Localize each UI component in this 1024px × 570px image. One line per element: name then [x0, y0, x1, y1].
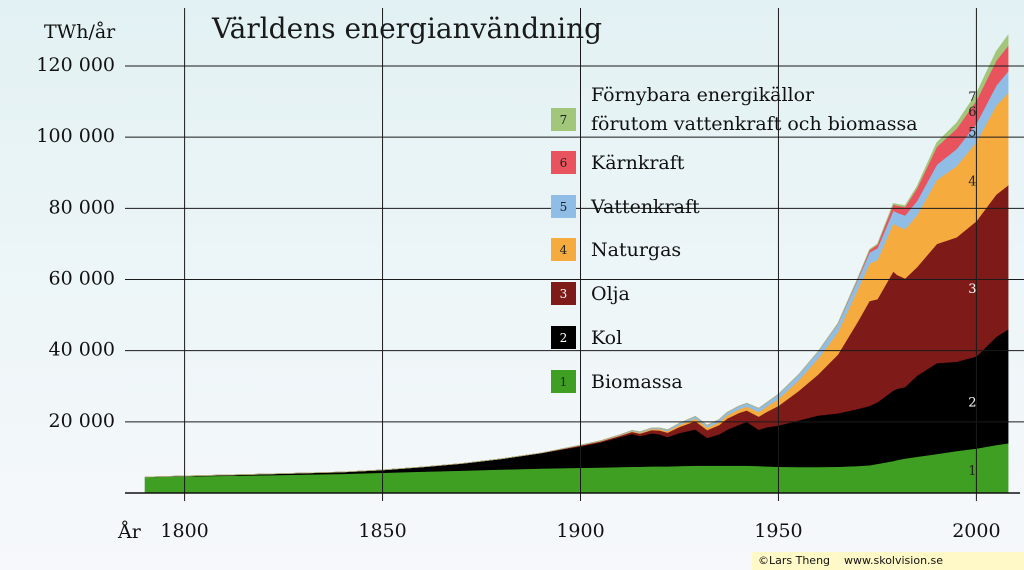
band-number-5: 5 — [968, 126, 976, 141]
legend-number: 2 — [560, 331, 568, 345]
band-number-7: 7 — [968, 90, 976, 105]
legend-item-1: 1 Biomassa — [551, 370, 683, 393]
y-tick-label: 60 000 — [49, 268, 115, 290]
legend-item-4: 4 Naturgas — [551, 238, 681, 261]
legend-swatch — [551, 195, 576, 218]
legend-label: förutom vattenkraft och biomassa — [591, 113, 918, 135]
x-tick-labels: 1800 1850 1900 1950 2000 — [160, 520, 1000, 542]
band-number-3: 3 — [968, 282, 976, 297]
legend-swatch — [551, 238, 576, 261]
y-axis-label: TWh/år — [44, 21, 116, 43]
grid-lines — [125, 8, 1024, 501]
legend-label: Naturgas — [591, 239, 681, 261]
legend-swatch — [551, 108, 576, 131]
legend-label: Biomassa — [591, 371, 683, 393]
area-bands — [144, 34, 1009, 494]
legend-number: 3 — [560, 287, 568, 301]
legend-number: 6 — [560, 156, 568, 170]
legend: 7 Förnybara energikällor förutom vattenkra… — [551, 84, 918, 393]
legend-item-3: 3 Olja — [551, 282, 630, 305]
y-tick-label: 40 000 — [49, 339, 115, 361]
band-number-6: 6 — [968, 105, 976, 120]
legend-number: 1 — [560, 375, 568, 389]
legend-label: Förnybara energikällor — [591, 84, 815, 106]
x-tick-label: 1950 — [754, 520, 802, 542]
band-number-4: 4 — [968, 174, 976, 189]
legend-label: Olja — [591, 283, 630, 305]
x-tick-label: 2000 — [952, 520, 1000, 542]
y-tick-labels: 20 000 40 000 60 000 80 000 100 000 120 000 — [36, 54, 115, 432]
legend-number: 5 — [560, 200, 568, 214]
y-tick-label: 120 000 — [36, 54, 115, 76]
legend-item-7: 7 Förnybara energikällor förutom vattenkra… — [551, 84, 918, 135]
band-number-labels: 1 2 3 4 5 67 — [968, 90, 976, 479]
legend-label: Kärnkraft — [591, 152, 685, 174]
x-tick-label: 1850 — [358, 520, 406, 542]
band-number-1: 1 — [968, 464, 976, 479]
y-tick-label: 20 000 — [49, 410, 115, 432]
x-axis-label: År — [117, 521, 142, 543]
legend-swatch — [551, 326, 576, 349]
legend-label: Vattenkraft — [590, 196, 700, 218]
credit-text: ©Lars Theng www.skolvision.se — [752, 552, 1024, 570]
legend-swatch — [551, 151, 576, 174]
legend-number: 7 — [560, 113, 568, 127]
x-tick-label: 1800 — [160, 520, 208, 542]
legend-label: Kol — [591, 327, 622, 349]
band-number-2: 2 — [968, 395, 976, 410]
y-tick-label: 80 000 — [49, 196, 115, 218]
area-series-7 — [144, 34, 1009, 478]
legend-item-2: 2 Kol — [551, 326, 622, 349]
legend-number: 4 — [560, 243, 568, 257]
legend-swatch — [551, 282, 576, 305]
x-tick-label: 1900 — [556, 520, 604, 542]
legend-swatch — [551, 370, 576, 393]
legend-item-6: 6 Kärnkraft — [551, 151, 685, 174]
chart-title: Världens energianvändning — [211, 12, 602, 45]
legend-item-5: 5 Vattenkraft — [551, 195, 700, 218]
y-tick-label: 100 000 — [36, 125, 115, 147]
